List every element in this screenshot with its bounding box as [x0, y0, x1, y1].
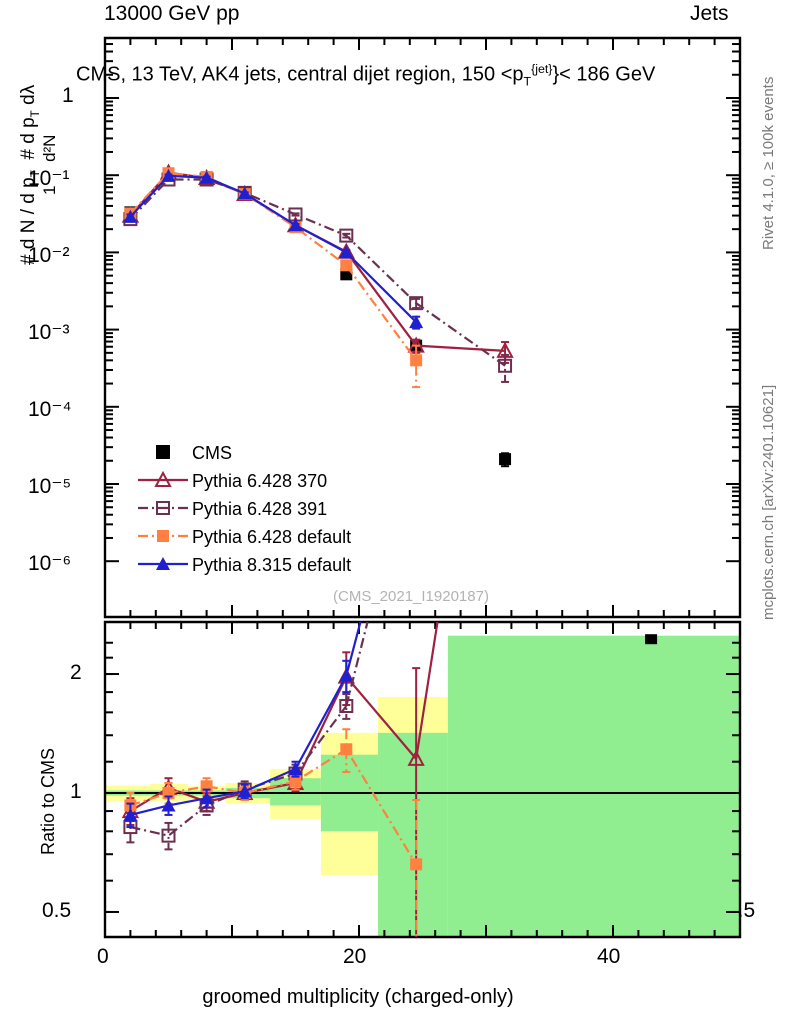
data-point-marker [123, 209, 138, 223]
data-point-marker [339, 228, 354, 243]
series-line-1 [129, 171, 506, 352]
legend-marker-2 [156, 501, 170, 515]
x-tick-label-1: 20 [343, 945, 367, 968]
data-point-marker [289, 775, 302, 788]
ratio-series-line-3 [130, 675, 348, 817]
analysis-id-watermark: (CMS_2021_I1920187) [333, 588, 489, 605]
data-point-marker [154, 470, 172, 487]
data-point-marker [237, 186, 252, 200]
ratio-series-line-1 [130, 705, 348, 837]
ratio-band-inner [378, 732, 448, 937]
data-point-marker [161, 828, 176, 843]
y-tick-label-main-6: 10⁻⁶ [28, 552, 72, 575]
legend-marker-4 [156, 557, 170, 570]
y-tick-label-main-4: 10⁻⁴ [28, 398, 72, 421]
data-point-marker [156, 445, 170, 459]
ratio-offscale-line-0 [345, 622, 369, 707]
y-tick-label-main-2: 10⁻² [28, 244, 70, 267]
data-point-marker [156, 557, 170, 570]
x-axis-label: groomed multiplicity (charged-only) [202, 986, 514, 1008]
data-point-marker [410, 858, 423, 871]
data-point-marker [499, 453, 512, 466]
legend-group [138, 445, 188, 570]
y-tick-label-main-0: 1 [62, 84, 74, 107]
plot-title: CMS, 13 TeV, AK4 jets, central dijet reg… [76, 62, 656, 89]
legend-label-0: CMS [192, 443, 232, 463]
legend-label-1: Pythia 6.428 370 [192, 471, 328, 491]
legend-marker-1 [154, 470, 172, 487]
x-tick-label-2: 40 [597, 945, 621, 968]
data-point-marker [156, 501, 170, 515]
y-tick-label-ratio-left-1: 1 [70, 780, 82, 803]
series-line-3 [129, 172, 418, 361]
ratio-offscale-line-1 [345, 622, 362, 677]
main-series-group [121, 163, 514, 468]
data-point-marker [288, 218, 303, 232]
data-point-marker [161, 798, 176, 812]
series-line-2 [129, 178, 506, 367]
header-analysis-label: Jets [690, 2, 729, 25]
data-point-marker [498, 358, 513, 373]
data-point-marker [123, 807, 138, 821]
y-tick-label-ratio-left-2: 0.5 [42, 899, 72, 922]
y-tick-label-main-1: 10⁻¹ [28, 167, 70, 190]
legend-label-4: Pythia 8.315 default [192, 555, 352, 575]
ratio-series-group [121, 622, 439, 937]
data-point-marker [157, 530, 169, 542]
ratio-offscale-line-2 [415, 622, 439, 760]
data-point-marker [407, 749, 425, 766]
data-point-marker [340, 743, 353, 756]
header-beam-label: 13000 GeV pp [104, 2, 240, 25]
legend-marker-3 [157, 530, 169, 542]
data-point-marker [339, 699, 354, 714]
ratio-cms-marker [645, 634, 658, 645]
ratio-band-inner [447, 635, 740, 937]
data-point-marker [409, 315, 424, 329]
y-tick-label-ratio-left-0: 2 [70, 661, 82, 684]
legend-marker-0 [156, 445, 170, 459]
data-point-marker [340, 259, 353, 272]
data-point-marker [237, 784, 252, 798]
data-point-marker [288, 762, 303, 776]
data-point-marker [409, 296, 424, 311]
data-point-marker [339, 245, 354, 259]
y-tick-label-main-5: 10⁻⁵ [28, 475, 72, 498]
y-tick-label-main-3: 10⁻³ [28, 321, 70, 344]
legend-label-2: Pythia 6.428 391 [192, 499, 328, 519]
data-point-marker [199, 791, 214, 805]
data-point-marker [410, 354, 423, 367]
data-point-marker [199, 170, 214, 184]
x-tick-label-0: 0 [97, 945, 109, 968]
data-point-marker [161, 168, 176, 182]
legend-label-3: Pythia 6.428 default [192, 527, 352, 547]
